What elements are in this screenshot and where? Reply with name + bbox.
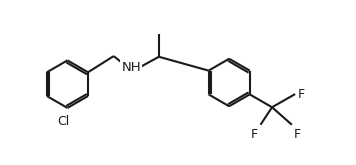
- Text: F: F: [293, 128, 300, 141]
- Text: F: F: [251, 128, 258, 141]
- Text: Cl: Cl: [57, 115, 70, 128]
- Text: F: F: [298, 88, 305, 100]
- Text: NH: NH: [121, 61, 141, 74]
